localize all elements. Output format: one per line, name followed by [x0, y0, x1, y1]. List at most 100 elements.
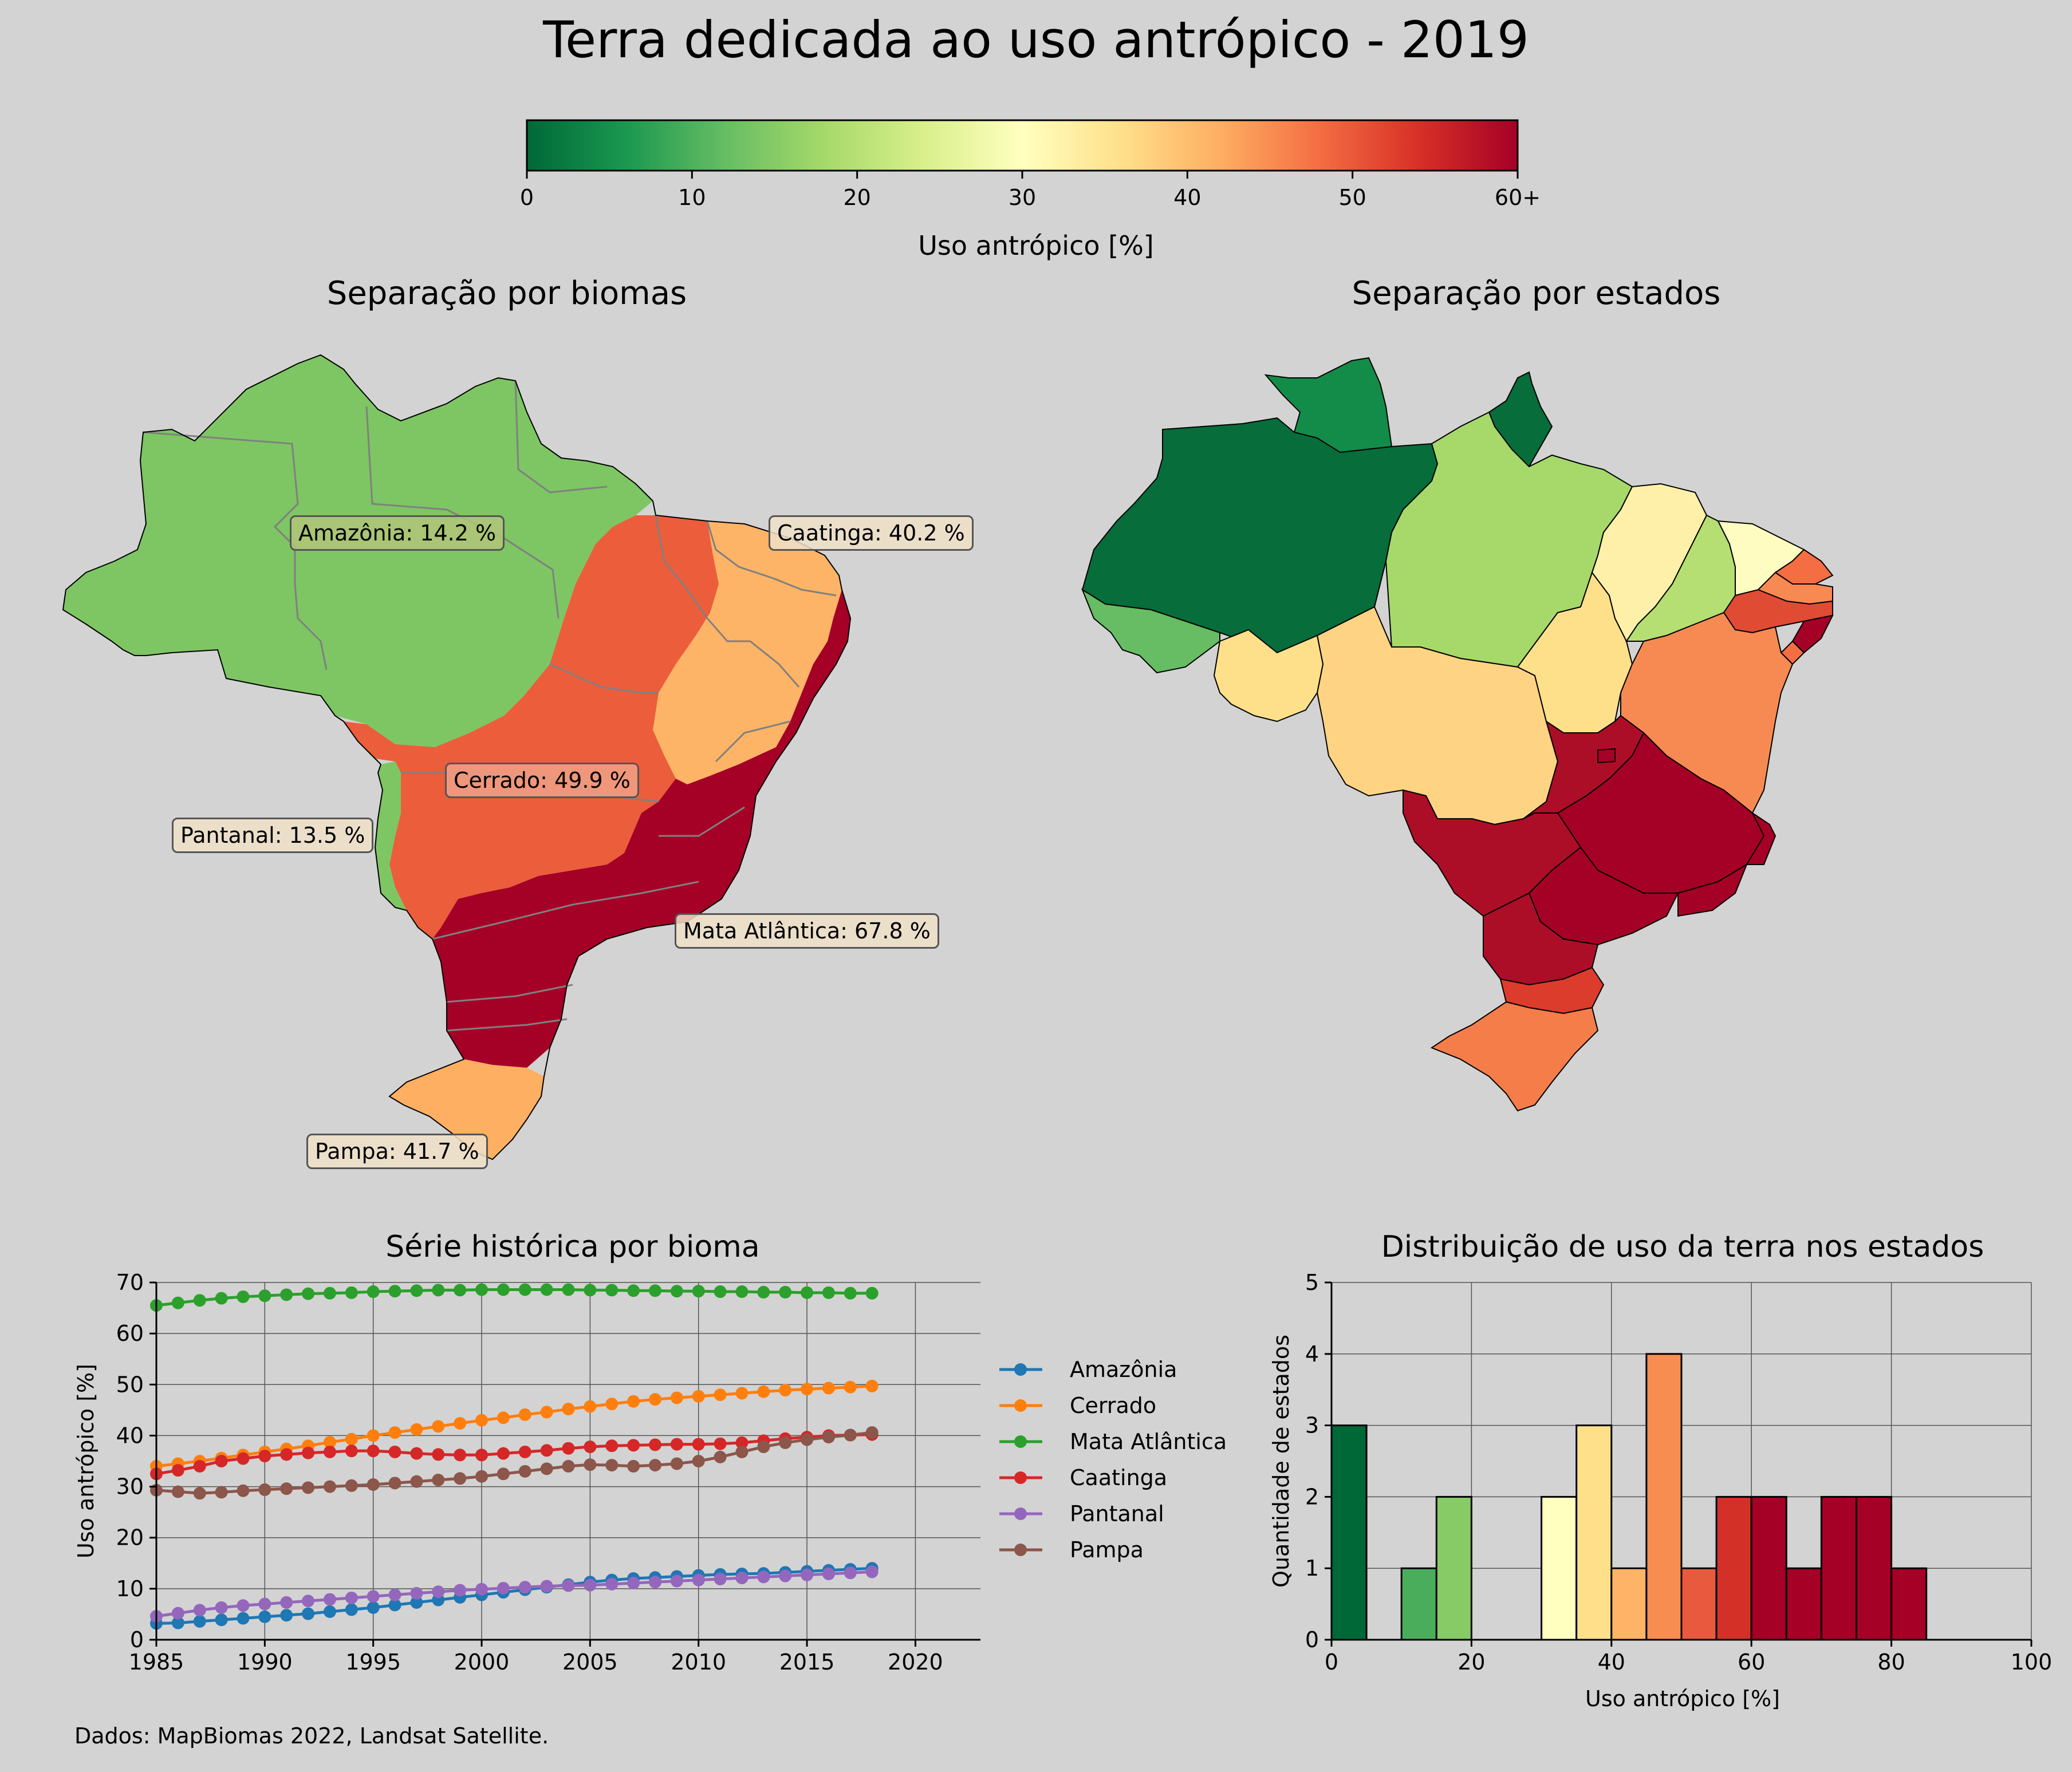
series-point — [670, 1438, 683, 1451]
series-point — [280, 1448, 293, 1461]
x-tick-label: 1985 — [129, 1649, 184, 1675]
series-point — [302, 1446, 315, 1459]
series-point — [432, 1585, 445, 1599]
series-point — [388, 1477, 401, 1490]
line-chart-legend: Amazônia Cerrado Mata Atlântica Caatinga Pan… — [999, 1357, 1227, 1562]
series-point — [193, 1604, 206, 1617]
series-point — [822, 1382, 835, 1395]
y-tick-label: 30 — [116, 1474, 144, 1499]
series-point — [648, 1284, 661, 1297]
y-tick-label: 0 — [1305, 1627, 1319, 1652]
series-point — [258, 1450, 271, 1463]
series-point — [258, 1289, 271, 1303]
colorbar-label: Uso antrópico [%] — [918, 230, 1154, 261]
series-point — [648, 1393, 661, 1406]
series-point — [432, 1448, 445, 1461]
series-point — [323, 1445, 336, 1458]
series-point — [280, 1288, 293, 1301]
x-tick-label: 100 — [2011, 1649, 2053, 1675]
series-point — [518, 1445, 531, 1458]
line-chart-series — [150, 1283, 879, 1630]
biome-map — [62, 354, 852, 1161]
legend-marker — [1014, 1544, 1027, 1556]
x-tick-label: 1995 — [345, 1649, 401, 1675]
y-tick-label: 0 — [130, 1627, 144, 1652]
series-point — [779, 1569, 792, 1582]
page-title: Terra dedicada ao uso antrópico - 2019 — [543, 10, 1529, 69]
series-point — [670, 1285, 683, 1298]
series-point — [692, 1573, 705, 1586]
state-rj — [1677, 863, 1748, 917]
histogram-ylabel: Quantidade de estados — [1269, 1335, 1294, 1588]
series-point — [454, 1449, 467, 1462]
series-point — [627, 1439, 640, 1452]
series-point — [258, 1610, 271, 1623]
biome-map-title: Separação por biomas — [326, 275, 687, 312]
label-pantanal: Pantanal: 13.5 % — [172, 818, 374, 853]
series-point — [367, 1601, 380, 1614]
state-ro — [1213, 629, 1324, 723]
series-point — [757, 1441, 770, 1454]
series-point — [540, 1283, 553, 1296]
label-cerrado: Cerrado: 49.9 % — [445, 763, 639, 798]
series-point — [562, 1283, 575, 1296]
series-point — [410, 1596, 423, 1609]
series-point — [801, 1568, 814, 1581]
series-point — [367, 1445, 380, 1458]
series-point — [215, 1601, 228, 1614]
series-point — [258, 1597, 271, 1611]
series-point — [345, 1591, 358, 1604]
series-point — [801, 1286, 814, 1299]
series-point — [323, 1593, 336, 1606]
series-point — [410, 1475, 423, 1488]
series-point — [367, 1590, 380, 1603]
series-point — [280, 1609, 293, 1622]
state-df — [1597, 748, 1616, 764]
series-point — [215, 1292, 228, 1305]
series-line — [156, 1433, 872, 1475]
x-tick-label: 40 — [1598, 1649, 1625, 1675]
series-point — [454, 1284, 467, 1297]
series-point — [779, 1285, 792, 1299]
series-point — [714, 1388, 727, 1402]
series-point — [844, 1380, 857, 1394]
series-point — [323, 1605, 336, 1618]
colorbar-tick-label: 10 — [678, 185, 706, 210]
series-point — [388, 1599, 401, 1612]
series-point — [757, 1385, 770, 1398]
x-tick-label: 2020 — [888, 1649, 943, 1675]
legend-label: Pampa — [1070, 1537, 1144, 1562]
y-tick-label: 40 — [116, 1423, 144, 1448]
x-tick-label: 2000 — [454, 1649, 510, 1675]
series-point — [323, 1436, 336, 1449]
state-pr — [1483, 892, 1599, 986]
series-point — [432, 1473, 445, 1486]
y-tick-label: 4 — [1305, 1341, 1319, 1367]
series-point — [237, 1484, 250, 1497]
series-point — [540, 1444, 553, 1457]
series-point — [171, 1296, 184, 1309]
line-chart-title: Série histórica por bioma — [385, 1230, 759, 1264]
label-amazonia: Amazônia: 14.2 % — [290, 515, 505, 551]
series-point — [540, 1406, 553, 1419]
colorbar-tick-label: 50 — [1338, 185, 1366, 210]
x-tick-label: 2010 — [671, 1649, 726, 1675]
series-point — [323, 1286, 336, 1300]
series-line — [156, 1570, 872, 1618]
series-point — [345, 1445, 358, 1458]
histogram-title: Distribuição de uso da terra nos estados — [1381, 1230, 1984, 1264]
histogram-bar — [1785, 1567, 1822, 1641]
series-point — [584, 1284, 597, 1297]
series-point — [670, 1457, 683, 1470]
y-tick-label: 20 — [116, 1525, 144, 1550]
histogram-bar — [1750, 1495, 1787, 1641]
series-point — [454, 1417, 467, 1430]
biome-cerrado — [344, 515, 719, 939]
legend-marker — [1014, 1507, 1027, 1520]
series-point — [692, 1455, 705, 1467]
series-point — [215, 1455, 228, 1467]
series-point — [497, 1283, 510, 1296]
x-tick-label: 2015 — [779, 1649, 835, 1675]
label-caatinga: Caatinga: 40.2 % — [769, 515, 974, 551]
legend-label: Mata Atlântica — [1070, 1429, 1227, 1454]
